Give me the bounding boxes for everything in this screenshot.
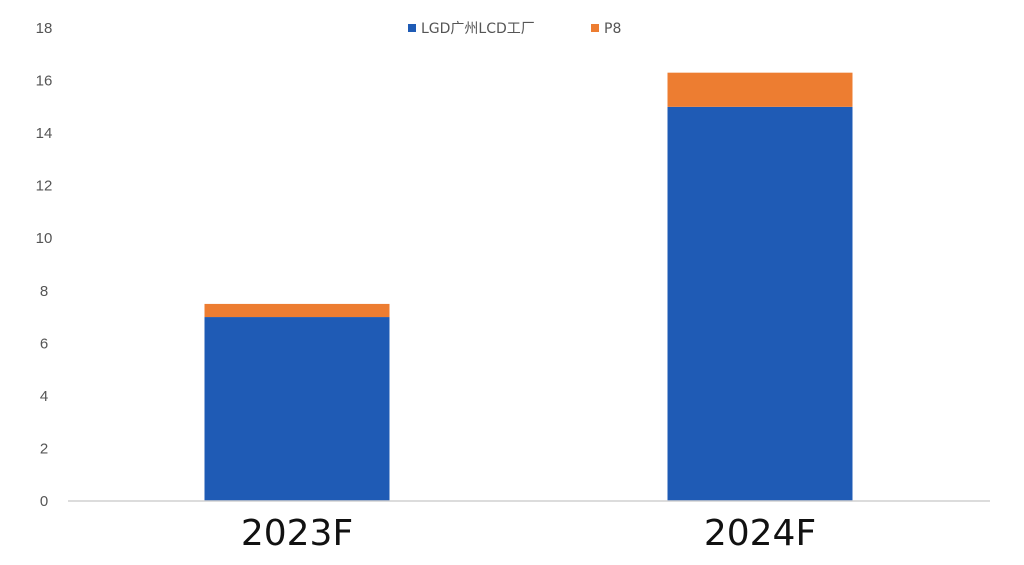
y-tick-label-10: 10 — [36, 230, 53, 247]
y-tick-label-16: 16 — [36, 73, 53, 90]
bars — [204, 72, 853, 501]
x-label-2023F: 2023F — [241, 513, 353, 554]
bar-2024F-series-1 — [667, 72, 853, 107]
y-tick-label-4: 4 — [40, 388, 48, 405]
legend-swatch-lgd — [408, 24, 416, 32]
y-axis-ticks: 0 2 4 6 8 10 12 14 16 18 — [36, 20, 53, 510]
y-tick-label-0: 0 — [40, 493, 48, 510]
legend-swatch-p8 — [591, 24, 599, 32]
legend-label-p8: P8 — [604, 21, 621, 37]
bar-2023F-series-0 — [204, 317, 390, 501]
y-tick-label-18: 18 — [36, 20, 53, 37]
x-label-2024F: 2024F — [704, 513, 816, 554]
y-tick-label-12: 12 — [36, 178, 53, 195]
y-tick-label-6: 6 — [40, 335, 48, 352]
legend: LGD广州LCD工厂 P8 — [408, 21, 621, 37]
y-tick-label-14: 14 — [36, 125, 53, 142]
legend-label-lgd: LGD广州LCD工厂 — [421, 21, 535, 37]
x-axis-labels: 2023F 2024F — [241, 513, 816, 554]
y-tick-label-2: 2 — [40, 440, 48, 457]
bar-2024F-series-0 — [667, 106, 853, 501]
bar-2023F-series-1 — [204, 303, 390, 318]
y-tick-label-8: 8 — [40, 283, 48, 300]
